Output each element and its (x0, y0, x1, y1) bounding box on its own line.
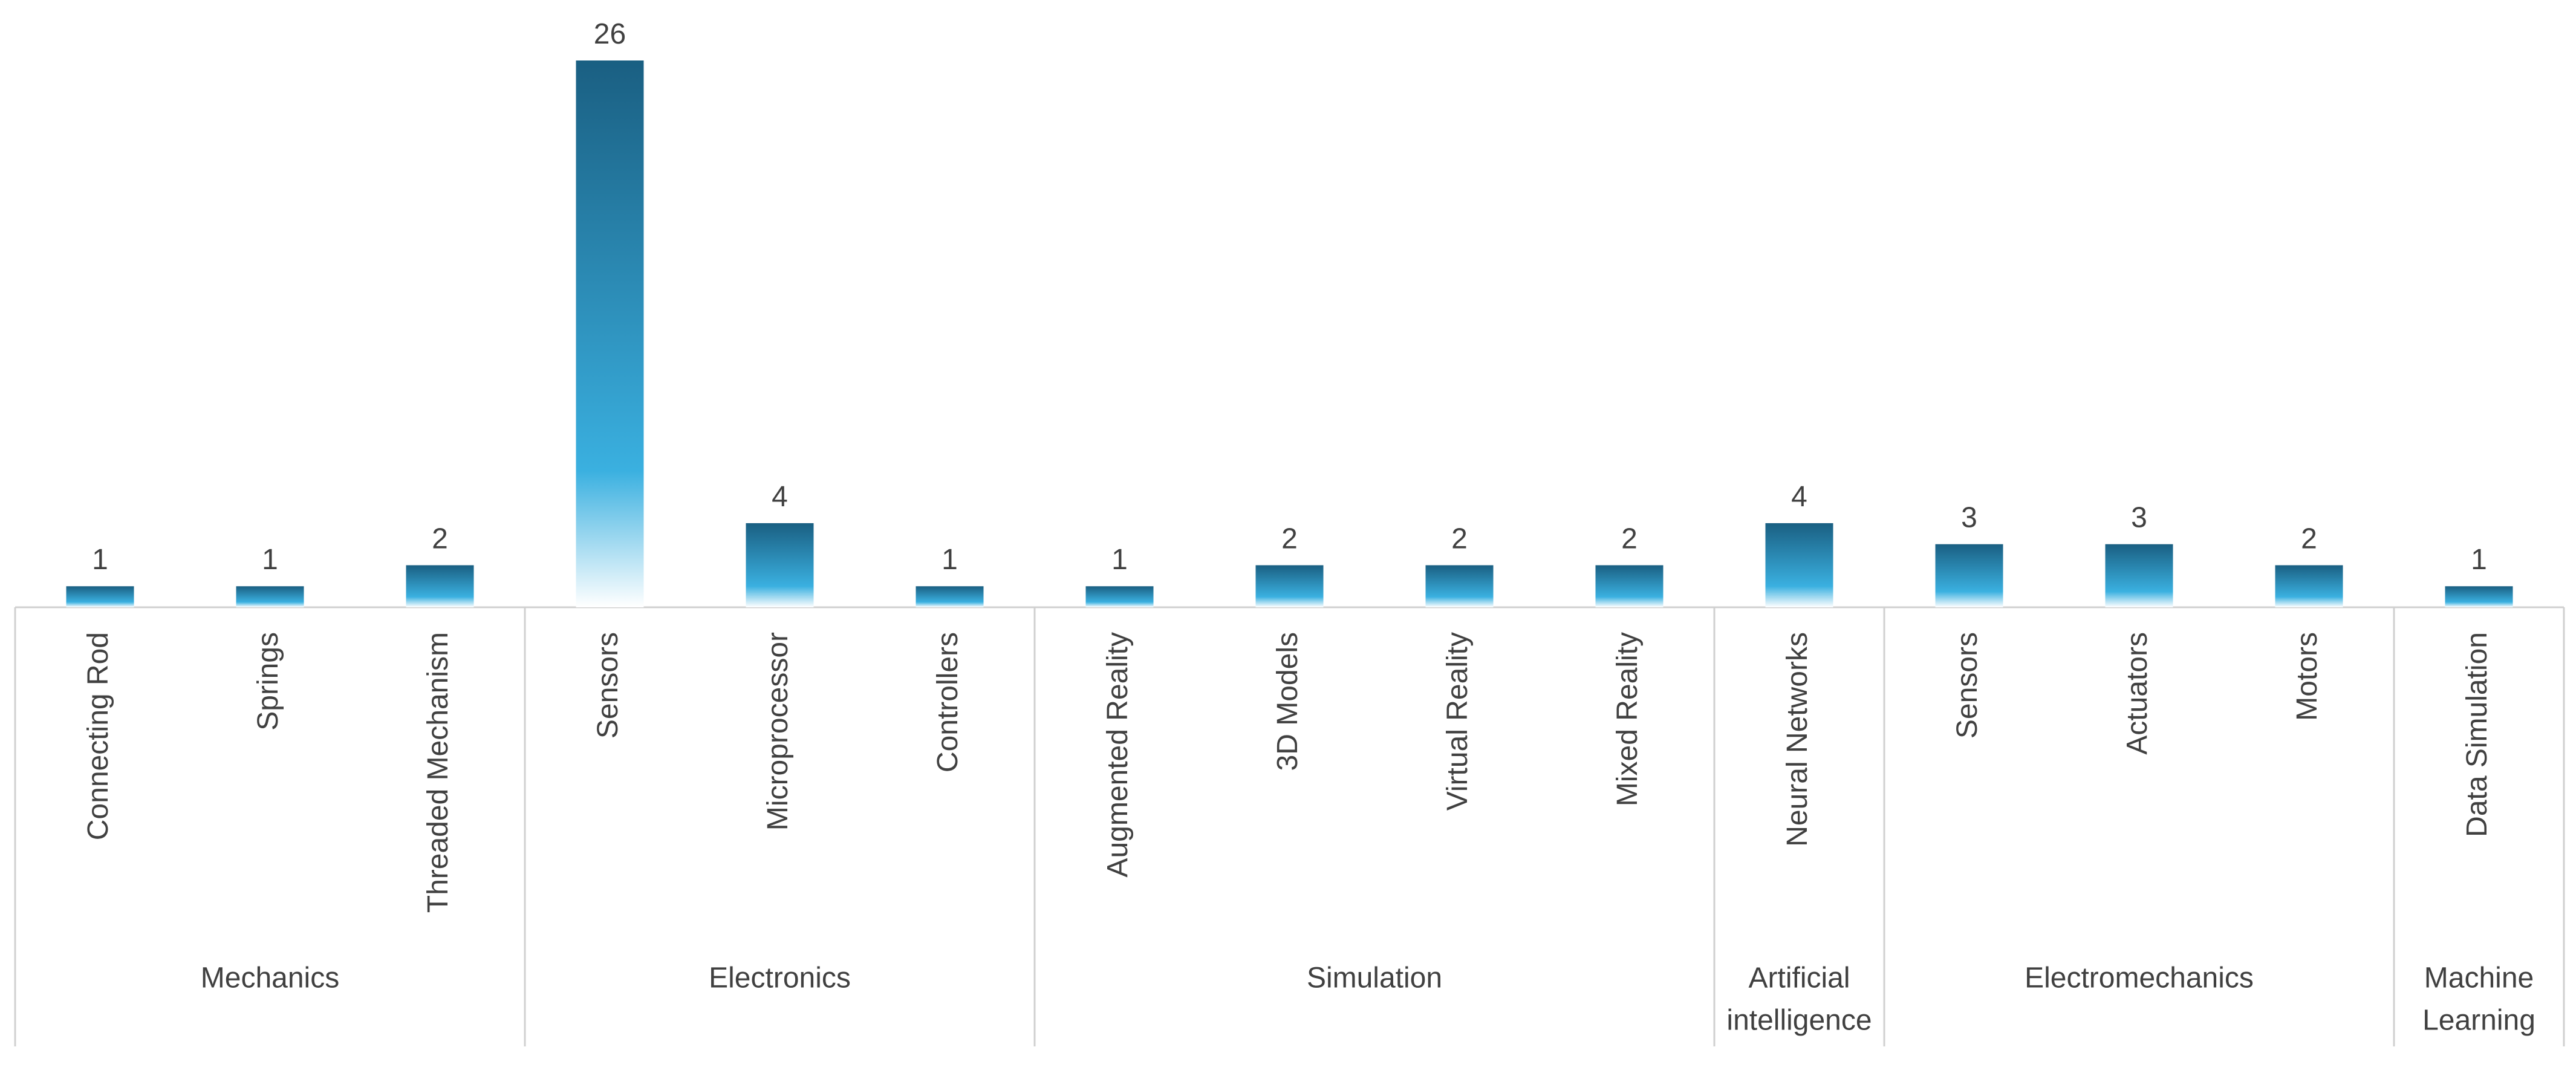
value-label-2: 1 (262, 544, 278, 576)
category-label-15: Data Simulation (2461, 632, 2493, 837)
value-labels-layer: 1 1 2 26 4 1 1 2 2 2 4 3 3 2 1 (92, 18, 2487, 576)
category-label-10: Mixed Reality (1612, 632, 1644, 806)
value-label-11: 4 (1791, 481, 1807, 513)
value-label-1: 1 (92, 544, 108, 576)
group-label-6-line-1: Machine (2424, 962, 2534, 994)
value-label-10: 2 (1621, 523, 1638, 555)
group-label-3: Simulation (1307, 962, 1442, 994)
bar-9 (1425, 565, 1494, 607)
group-labels-layer: Mechanics Electronics Simulation Artificial… (201, 962, 2535, 1037)
category-label-5: Microprocessor (762, 632, 794, 830)
category-label-3: Threaded Mechanism (422, 632, 454, 913)
bar-7 (1085, 586, 1154, 607)
bar-1 (66, 586, 134, 607)
value-label-12: 3 (1961, 502, 1977, 534)
bar-11 (1765, 523, 1833, 607)
value-label-4: 26 (594, 18, 626, 50)
value-label-9: 2 (1451, 523, 1468, 555)
value-label-3: 2 (432, 523, 448, 555)
group-label-4-line-2: intelligence (1726, 1005, 1872, 1037)
bar-10 (1595, 565, 1664, 607)
group-label-4-line-1: Artificial (1748, 962, 1850, 994)
bar-12 (1935, 544, 2003, 607)
category-label-12: Sensors (1951, 632, 1983, 739)
bar-6 (916, 586, 984, 607)
group-label-1: Mechanics (201, 962, 339, 994)
bars-layer (66, 60, 2513, 607)
category-label-4: Sensors (592, 632, 624, 739)
value-label-6: 1 (942, 544, 958, 576)
bar-13 (2105, 544, 2173, 607)
bar-15 (2445, 586, 2513, 607)
category-label-11: Neural Networks (1781, 632, 1813, 847)
value-label-7: 1 (1111, 544, 1128, 576)
value-label-15: 1 (2471, 544, 2487, 576)
category-label-7: Augmented Reality (1102, 632, 1134, 878)
value-label-8: 2 (1281, 523, 1298, 555)
bar-8 (1255, 565, 1324, 607)
value-label-13: 3 (2131, 502, 2147, 534)
category-label-8: 3D Models (1272, 632, 1304, 771)
bar-4 (576, 60, 644, 607)
value-label-14: 2 (2301, 523, 2317, 555)
bar-14 (2275, 565, 2343, 607)
category-label-6: Controllers (932, 632, 964, 772)
group-label-2: Electronics (709, 962, 851, 994)
category-label-1: Connecting Rod (82, 632, 114, 840)
bar-5 (746, 523, 814, 607)
bar-3 (406, 565, 474, 607)
value-label-5: 4 (772, 481, 788, 513)
category-label-9: Virtual Reality (1442, 632, 1474, 811)
category-label-2: Springs (252, 632, 284, 731)
category-label-14: Motors (2291, 632, 2323, 721)
category-labels-layer: Connecting Rod Springs Threaded Mechanism S… (82, 632, 2493, 913)
category-label-13: Actuators (2121, 632, 2153, 755)
bar-2 (236, 586, 304, 607)
group-label-6-line-2: Learning (2422, 1005, 2535, 1037)
group-label-5: Electromechanics (2025, 962, 2254, 994)
